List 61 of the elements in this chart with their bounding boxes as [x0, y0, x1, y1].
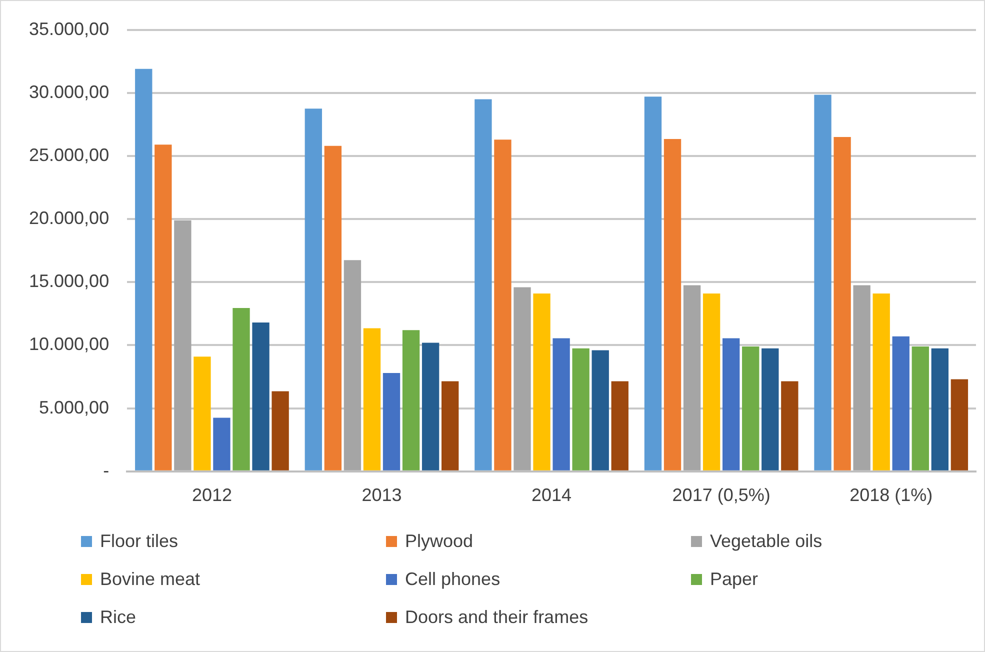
legend-label: Plywood — [405, 531, 474, 552]
bar — [872, 294, 890, 470]
bar — [344, 260, 362, 470]
bar — [324, 146, 342, 470]
legend-label: Rice — [100, 607, 136, 628]
bar — [213, 418, 230, 470]
bar — [664, 138, 682, 470]
bar — [814, 94, 832, 470]
bar — [272, 391, 289, 470]
bar — [474, 99, 492, 470]
bar — [382, 372, 400, 470]
bar — [572, 348, 590, 470]
legend-label: Cell phones — [405, 569, 500, 590]
bar — [442, 381, 459, 470]
bar — [611, 381, 628, 470]
y-tick-label: 30.000,00 — [29, 82, 110, 102]
y-tick-label: 35.000,00 — [29, 18, 110, 39]
x-tick-label: 2018 (1%) — [850, 485, 933, 506]
legend-label: Doors and their frames — [405, 607, 588, 628]
y-tick-label: - — [103, 460, 110, 480]
y-tick-label: 25.000,00 — [29, 144, 110, 165]
bar — [722, 338, 740, 470]
x-tick-label: 2017 (0,5%) — [672, 485, 770, 506]
bar — [644, 96, 662, 470]
bar — [135, 68, 152, 470]
bar — [781, 381, 798, 470]
bar — [304, 108, 322, 470]
bar — [592, 350, 609, 470]
y-tick-label: 20.000,00 — [29, 208, 110, 228]
bar — [683, 285, 701, 470]
bar — [931, 348, 949, 470]
bar — [422, 342, 440, 470]
x-tick-label: 2013 — [362, 485, 402, 506]
bar — [762, 348, 779, 470]
y-tick-label: 15.000,00 — [29, 271, 110, 292]
bar — [552, 338, 570, 470]
bar — [533, 294, 550, 470]
bar — [853, 285, 870, 470]
bar — [363, 328, 381, 470]
legend-label: Bovine meat — [100, 569, 200, 590]
x-tick-label: 2012 — [192, 485, 232, 506]
bar — [514, 287, 531, 470]
bar — [702, 294, 720, 470]
y-tick-label: 10.000,00 — [29, 334, 110, 354]
bar — [232, 308, 250, 470]
bar — [402, 330, 420, 470]
bar — [154, 144, 172, 470]
bar — [950, 379, 968, 470]
bar — [912, 346, 929, 470]
x-tick-label: 2014 — [532, 485, 572, 506]
legend-label: Floor tiles — [100, 531, 178, 552]
bar — [252, 322, 270, 470]
bar — [194, 356, 211, 470]
bar — [892, 336, 910, 470]
bar — [494, 140, 512, 470]
bar — [174, 220, 192, 470]
bar — [742, 346, 760, 470]
bar — [834, 137, 851, 470]
legend-label: Vegetable oils — [710, 531, 822, 552]
legend-label: Paper — [710, 569, 758, 590]
y-tick-label: 5.000,00 — [39, 397, 110, 418]
